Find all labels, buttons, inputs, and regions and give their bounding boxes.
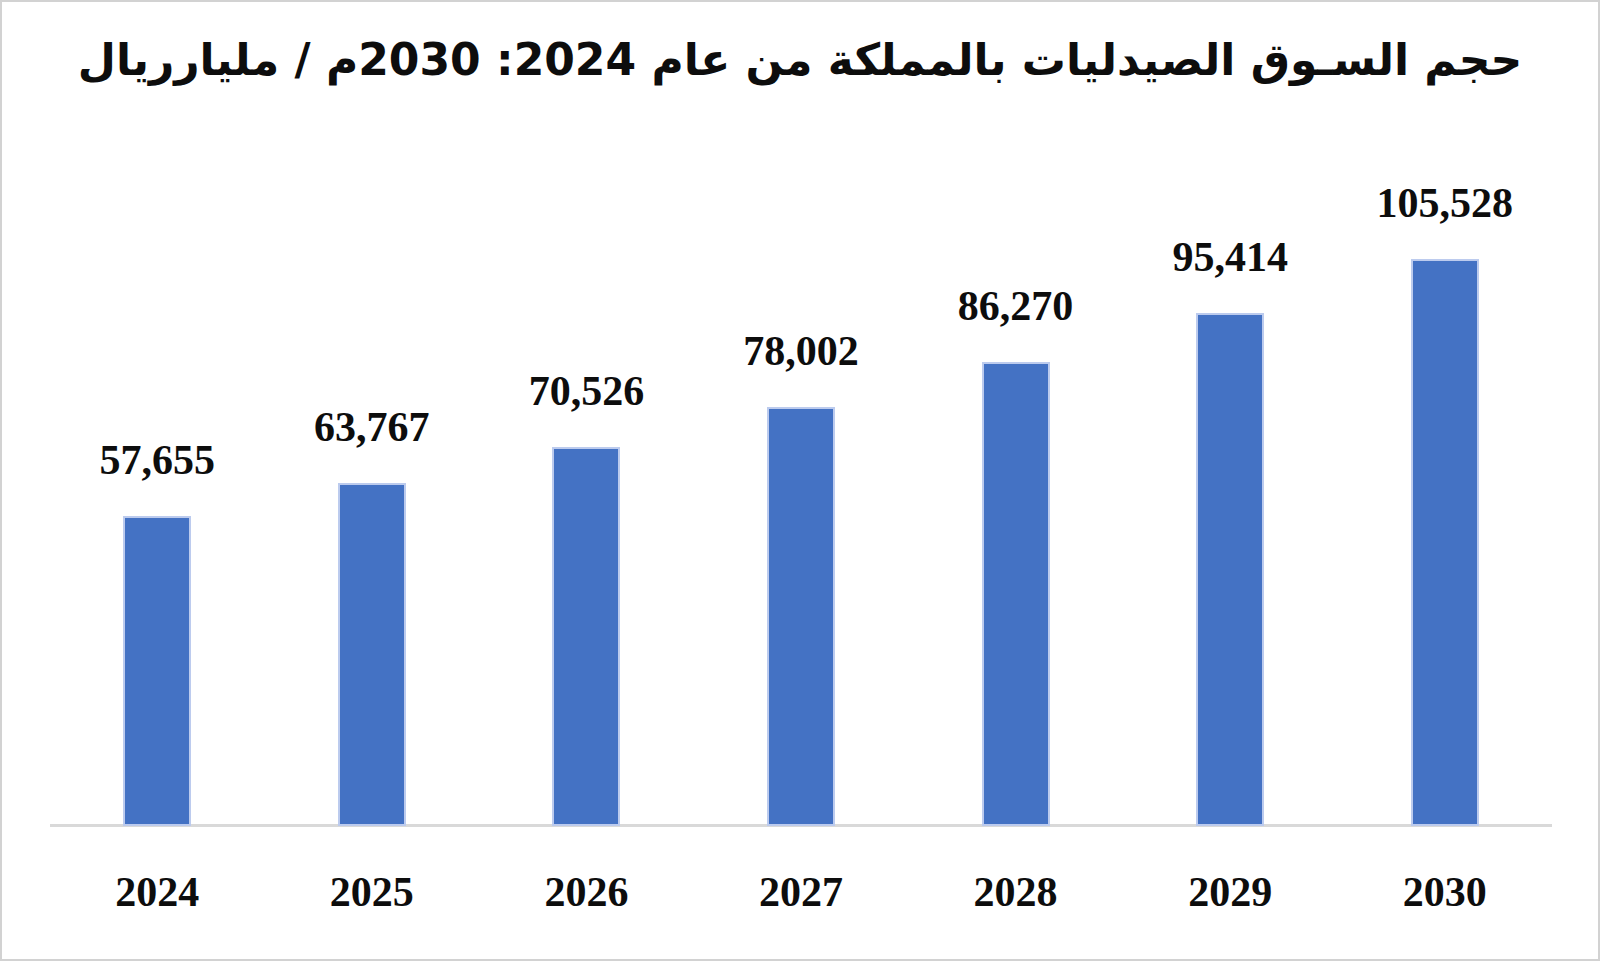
- value-label-2030: 105,528: [1338, 179, 1552, 227]
- bar-2030: [1411, 259, 1479, 826]
- x-tick-label-2027: 2027: [694, 868, 908, 916]
- bar-2024: [123, 516, 191, 826]
- bar-2027: [767, 407, 835, 826]
- chart-title: حجم السـوق الصيدليات بالمملكة من عام 202…: [2, 28, 1598, 92]
- bar-2026: [552, 447, 620, 826]
- x-tick-label-2028: 2028: [909, 868, 1123, 916]
- value-label-2026: 70,526: [479, 367, 693, 415]
- x-tick-label-2025: 2025: [265, 868, 479, 916]
- bar-2028: [982, 362, 1050, 826]
- x-tick-label-2029: 2029: [1123, 868, 1337, 916]
- bar-2029: [1196, 313, 1264, 826]
- value-label-2028: 86,270: [909, 282, 1123, 330]
- x-tick-label-2030: 2030: [1338, 868, 1552, 916]
- x-tick-label-2026: 2026: [479, 868, 693, 916]
- value-label-2027: 78,002: [694, 327, 908, 375]
- bar-2025: [338, 483, 406, 826]
- chart-canvas: حجم السـوق الصيدليات بالمملكة من عام 202…: [0, 0, 1600, 961]
- value-label-2024: 57,655: [50, 436, 264, 484]
- x-tick-label-2024: 2024: [50, 868, 264, 916]
- value-label-2029: 95,414: [1123, 233, 1337, 281]
- value-label-2025: 63,767: [265, 403, 479, 451]
